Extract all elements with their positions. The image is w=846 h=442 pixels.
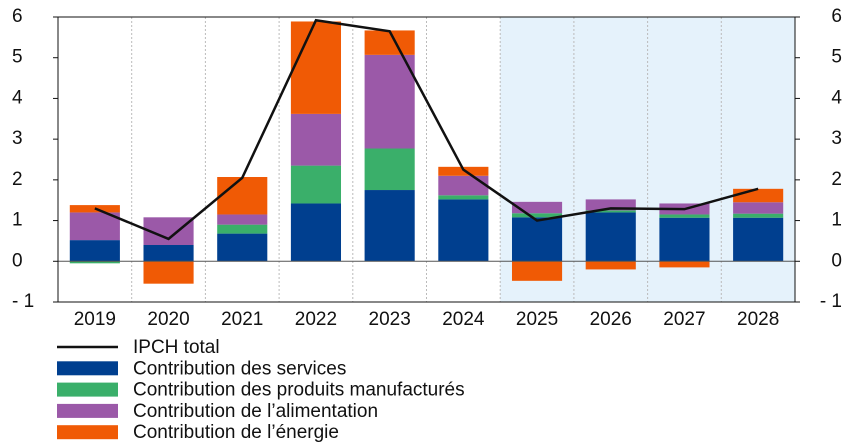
bar-segment (364, 54, 415, 149)
x-tick-label: 2019 (74, 309, 116, 330)
y2-tick-label: 2 (831, 169, 842, 190)
bar-segment (585, 199, 636, 211)
bar-segment (585, 210, 636, 213)
plot-frame (57, 16, 796, 303)
y2-tick-label: 6 (831, 6, 842, 27)
bar-segment (290, 165, 342, 204)
bar-segment (511, 201, 563, 214)
x-tick-label: 2020 (147, 309, 189, 330)
bar-segment (217, 233, 268, 262)
bar-segment (290, 203, 342, 262)
legend-label: Contribution des services (133, 358, 346, 379)
y2-tick-label: 1 (831, 210, 842, 231)
bar-segment (364, 30, 415, 55)
y-tick-label: 6 (12, 6, 23, 27)
y2-tick-label: 0 (831, 250, 842, 271)
bar-segment (217, 177, 268, 215)
x-tick-label: 2028 (737, 309, 779, 330)
bar-segment (733, 188, 784, 203)
bar-segment (511, 213, 563, 218)
bar-segment (143, 261, 194, 284)
bar-segment (143, 245, 194, 262)
bar-segment (733, 217, 784, 262)
bar-segment (733, 202, 784, 214)
legend-label: Contribution de l’alimentation (133, 401, 378, 422)
bar-segment (69, 240, 120, 262)
bar-segment (364, 190, 415, 262)
y-tick-label: 5 (12, 47, 23, 68)
legend-label: IPCH total (133, 337, 220, 358)
legend-swatch (57, 425, 118, 440)
y-tick-label: 1 (12, 210, 23, 231)
bar-segment (585, 212, 636, 262)
bar-segment (290, 113, 342, 166)
bar-segment (733, 213, 784, 218)
bar-segment (585, 261, 636, 270)
x-tick-label: 2025 (516, 309, 558, 330)
x-tick-label: 2021 (221, 309, 263, 330)
legend-swatch (57, 403, 118, 418)
y-tick-label: 0 (12, 250, 23, 271)
x-tick-label: 2023 (369, 309, 411, 330)
bar-segment (511, 217, 563, 262)
y-tick-label: 3 (12, 128, 23, 149)
x-tick-label: 2022 (295, 309, 337, 330)
bar-segment (69, 261, 120, 264)
bar-segment (438, 195, 489, 200)
bar-segment (659, 261, 710, 268)
y-tick-label: - 1 (12, 291, 34, 312)
legend-swatch (57, 382, 118, 397)
y2-tick-label: - 1 (820, 291, 842, 312)
legend-swatch (57, 361, 118, 376)
legend-label: Contribution des produits manufacturés (133, 380, 465, 401)
y2-tick-label: 3 (831, 128, 842, 149)
bar-segment (659, 217, 710, 262)
bar-segment (438, 199, 489, 262)
y-tick-label: 2 (12, 169, 23, 190)
x-tick-label: 2024 (442, 309, 485, 330)
bar-segment (659, 214, 710, 218)
bar-segment (290, 21, 342, 114)
y2-tick-label: 4 (831, 87, 842, 108)
bar-segment (511, 261, 563, 281)
x-tick-label: 2026 (590, 309, 632, 330)
bar-segment (438, 175, 489, 196)
bar-segment (364, 148, 415, 191)
legend-label: Contribution de l’énergie (133, 422, 339, 442)
line-series (94, 18, 759, 241)
bar-segment (217, 214, 268, 225)
bar-segment (217, 224, 268, 234)
x-tick-label: 2027 (663, 309, 705, 330)
bar-segment (69, 212, 120, 241)
y-tick-label: 4 (12, 87, 23, 108)
bar-segment (438, 166, 489, 176)
y2-tick-label: 5 (831, 47, 842, 68)
